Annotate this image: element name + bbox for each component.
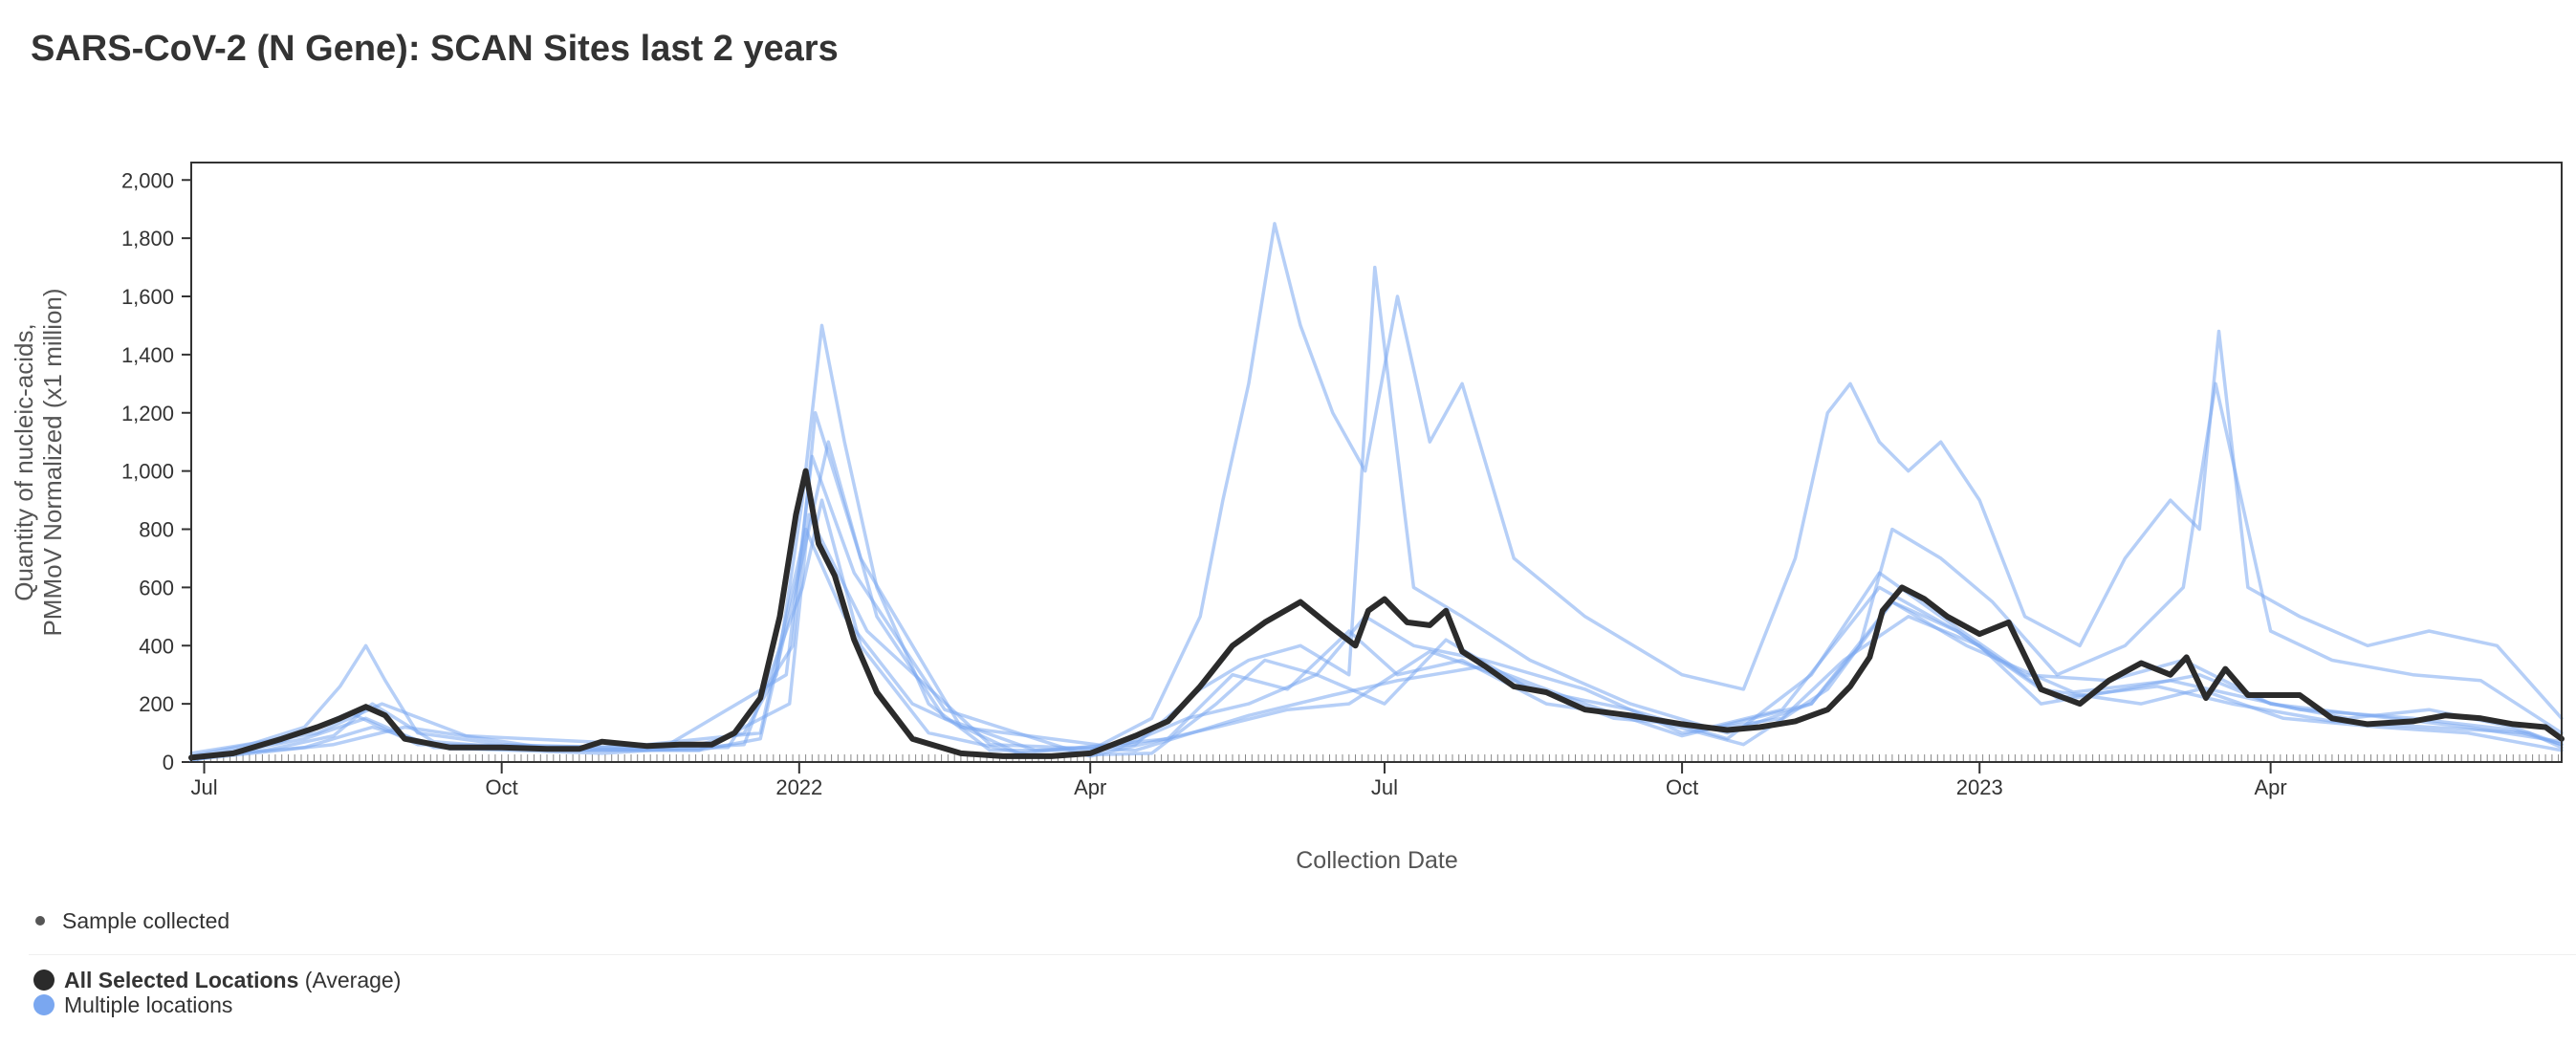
x-tick-label: Apr <box>1074 775 1106 799</box>
y-tick-label: 0 <box>163 751 174 774</box>
x-tick-label: Apr <box>2254 775 2286 799</box>
y-axis-label: Quantity of nucleic-acids,PMMoV Normaliz… <box>10 288 67 636</box>
y-tick-label: 800 <box>139 518 174 542</box>
location-series-line[interactable] <box>189 512 2564 759</box>
average-dot-icon <box>33 970 55 991</box>
x-tick-label: Jul <box>190 775 217 799</box>
legend-average-label: All Selected Locations <box>64 967 299 992</box>
line-chart: Quantity of nucleic-acids,PMMoV Normaliz… <box>10 162 2565 874</box>
y-tick-label: 1,600 <box>121 285 174 309</box>
x-tick-label: 2023 <box>1956 775 2003 799</box>
x-axis-label: Collection Date <box>1296 847 1458 874</box>
y-tick-label: 200 <box>139 692 174 716</box>
x-tick-label: Oct <box>1666 775 1698 799</box>
sample-dot-icon <box>35 916 45 926</box>
y-tick-label: 1,800 <box>121 227 174 251</box>
sample-collected-ticks <box>190 754 2560 762</box>
legend-multi-label: Multiple locations <box>64 992 233 1017</box>
average-series-line[interactable] <box>188 468 2565 761</box>
y-axis: 0 200 400 600 800 1,000 1,200 1,400 1,600 1,800 2,… <box>121 168 191 774</box>
sample-ticks <box>190 754 2560 762</box>
y-axis-label-line: Quantity of nucleic-acids, <box>10 323 38 600</box>
chart-title: SARS-CoV-2 (N Gene): SCAN Sites last 2 y… <box>31 29 839 69</box>
legend-sample-label: Sample collected <box>62 907 230 933</box>
legend-divider <box>29 954 2576 955</box>
y-tick-label: 2,000 <box>121 168 174 192</box>
x-tick-label: 2022 <box>775 775 822 799</box>
svg-text:Quantity of nucleic-acids,PMMo: Quantity of nucleic-acids,PMMoV Normaliz… <box>10 288 67 636</box>
y-tick-label: 400 <box>139 634 174 658</box>
legend-sample-item: Sample collected <box>29 908 229 933</box>
y-tick-label: 1,000 <box>121 460 174 484</box>
location-series-line[interactable] <box>189 527 2564 755</box>
location-series-line[interactable] <box>189 498 2564 763</box>
legend-multi-item[interactable]: Multiple locations <box>31 992 232 1017</box>
y-axis-label-line: PMMoV Normalized (x1 million) <box>38 288 67 636</box>
x-tick-label: Jul <box>1371 775 1398 799</box>
y-tick-label: 600 <box>139 576 174 599</box>
multi-dot-icon <box>33 994 55 1015</box>
y-tick-label: 1,200 <box>121 402 174 425</box>
y-tick-label: 1,400 <box>121 343 174 367</box>
plot-frame <box>190 162 2563 763</box>
legend-average-suffix: (Average) <box>304 967 402 992</box>
series-group <box>188 222 2565 763</box>
x-tick-label: Oct <box>486 775 518 799</box>
legend-average-item[interactable]: All Selected Locations (Average) <box>31 968 401 992</box>
x-axis: Jul Oct 2022 Apr Jul Oct 2023 Apr <box>190 762 2287 799</box>
